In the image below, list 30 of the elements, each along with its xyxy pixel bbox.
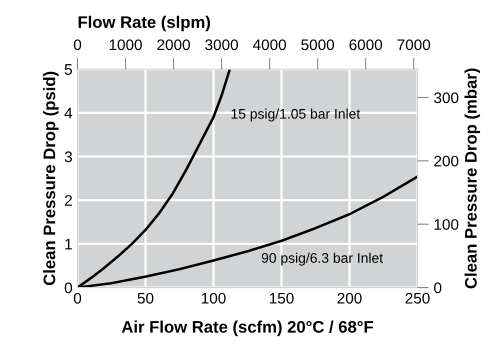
y2-tick-label: 200 [434,156,458,167]
y-tick-label: 5 [64,64,72,75]
x2-tick-label: 5000 [301,39,334,50]
x-tick-label: 200 [338,292,362,304]
x2-tick-label: 6000 [349,39,382,50]
y2-tick-label: 0 [434,282,442,294]
x2-tick-label: 1000 [110,39,142,50]
annotation: 15 psig/1.05 bar Inlet [232,108,360,122]
x-tick-label: 250 [406,292,430,304]
y2-axis-title: Clean Pressure Drop (mbar) [464,68,480,288]
x2-tick-label: 2000 [157,39,190,50]
y-tick-label: 1 [65,238,72,250]
y-tick-label: 4 [64,108,72,118]
x2-tick-label: 4000 [252,39,286,50]
x-tick-label: 100 [202,292,226,304]
x-axis-title: Air Flow Rate (scfm) 20°C / 68°F [122,320,374,336]
y2-tick-label: 100 [434,219,458,230]
y-tick-label: 3 [64,151,72,162]
annotation: 90 psig/6.3 bar Inlet [262,252,383,266]
x2-tick-label: 7000 [397,39,430,50]
y-tick-label: 2 [64,195,72,206]
y-axis-title: Clean Pressure Drop (psid) [43,72,59,286]
x2-axis-title: Flow Rate (slpm) [78,16,210,32]
x-tick-label: 50 [138,292,154,304]
x-tick-label: 150 [270,292,294,304]
x2-tick-label: 3000 [205,39,238,50]
x-tick-label: 0 [74,292,82,304]
y-tick-label: 0 [64,282,72,294]
x2-tick-label: 0 [74,39,82,50]
y2-tick-label: 300 [434,92,458,104]
